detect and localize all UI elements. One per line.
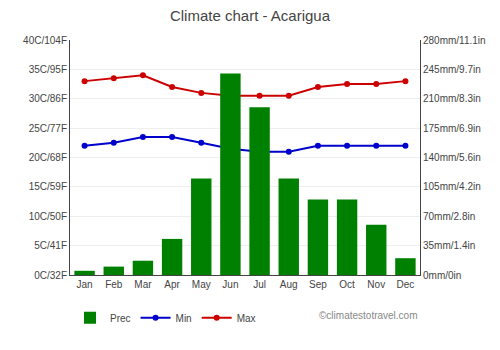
- svg-text:30C/86F: 30C/86F: [29, 93, 67, 104]
- svg-text:©climatestotravel.com: ©climatestotravel.com: [319, 310, 418, 321]
- svg-text:Apr: Apr: [164, 279, 180, 290]
- svg-text:15C/59F: 15C/59F: [29, 181, 67, 192]
- svg-text:Nov: Nov: [367, 279, 385, 290]
- svg-text:140mm/5.6in: 140mm/5.6in: [423, 152, 481, 163]
- svg-text:Jan: Jan: [77, 279, 93, 290]
- svg-text:Aug: Aug: [280, 279, 298, 290]
- svg-text:Climate chart - Acarigua: Climate chart - Acarigua: [170, 7, 331, 24]
- svg-text:210mm/8.3in: 210mm/8.3in: [423, 93, 481, 104]
- svg-text:Feb: Feb: [105, 279, 123, 290]
- svg-text:Prec: Prec: [110, 313, 131, 324]
- svg-text:Oct: Oct: [339, 279, 355, 290]
- svg-text:Sep: Sep: [309, 279, 327, 290]
- svg-text:May: May: [192, 279, 211, 290]
- svg-text:5C/41F: 5C/41F: [34, 240, 67, 251]
- svg-text:10C/50F: 10C/50F: [29, 211, 67, 222]
- svg-text:245mm/9.7in: 245mm/9.7in: [423, 64, 481, 75]
- svg-text:Mar: Mar: [134, 279, 152, 290]
- svg-text:25C/77F: 25C/77F: [29, 123, 67, 134]
- svg-text:20C/68F: 20C/68F: [29, 152, 67, 163]
- svg-text:105mm/4.2in: 105mm/4.2in: [423, 181, 481, 192]
- svg-text:Jun: Jun: [222, 279, 238, 290]
- svg-text:0mm/0in: 0mm/0in: [423, 270, 461, 281]
- svg-text:35mm/1.4in: 35mm/1.4in: [423, 240, 475, 251]
- svg-text:Min: Min: [176, 313, 192, 324]
- svg-text:35C/95F: 35C/95F: [29, 64, 67, 75]
- svg-text:Jul: Jul: [253, 279, 266, 290]
- svg-text:175mm/6.9in: 175mm/6.9in: [423, 123, 481, 134]
- svg-text:280mm/11.1in: 280mm/11.1in: [423, 35, 486, 46]
- svg-text:40C/104F: 40C/104F: [23, 35, 67, 46]
- svg-text:0C/32F: 0C/32F: [34, 270, 67, 281]
- svg-text:Max: Max: [237, 313, 256, 324]
- svg-text:70mm/2.8in: 70mm/2.8in: [423, 211, 475, 222]
- svg-text:Dec: Dec: [397, 279, 415, 290]
